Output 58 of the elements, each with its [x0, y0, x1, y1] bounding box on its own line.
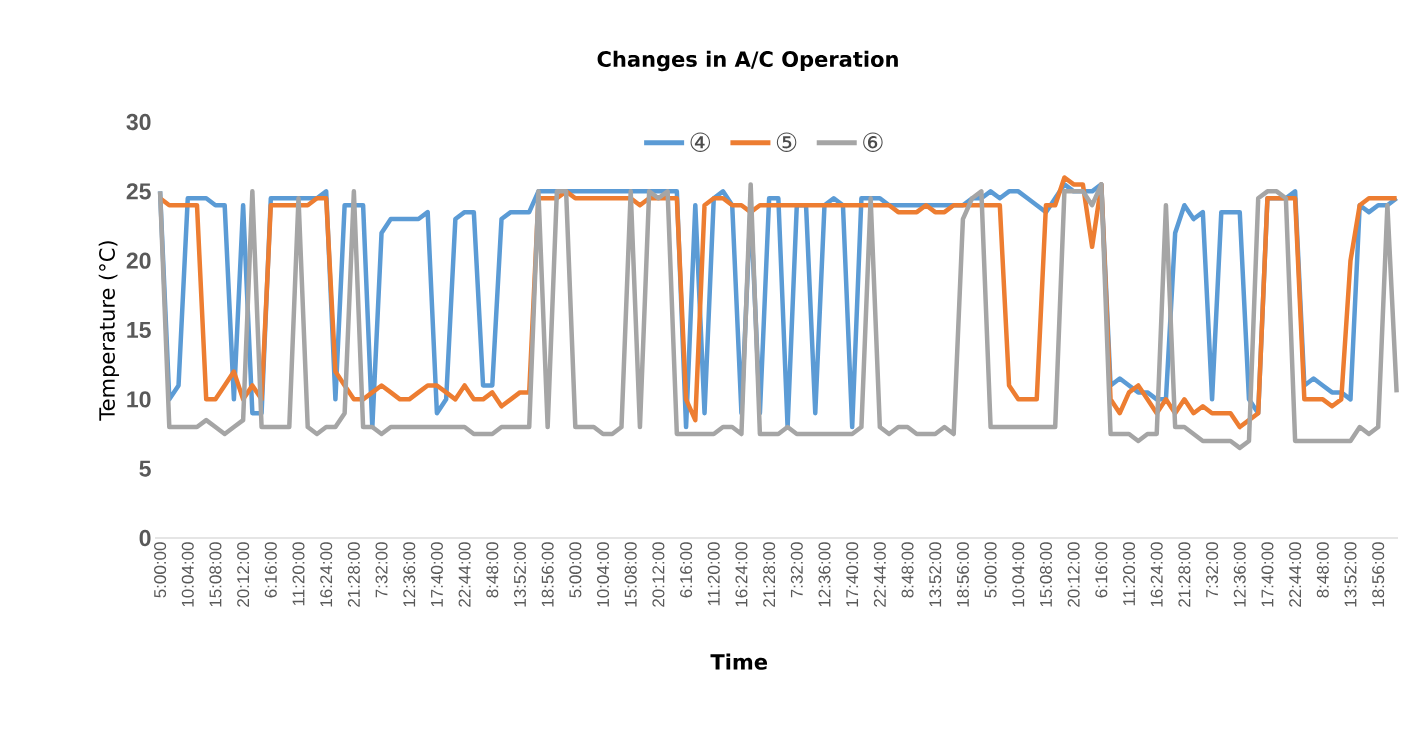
x-tick-label: 11:20:00: [1123, 542, 1136, 606]
y-tick-label: 5: [139, 460, 151, 477]
legend-label: ⑥: [863, 132, 883, 152]
x-tick-label: 17:40:00: [1261, 542, 1274, 607]
x-tick-label: 11:20:00: [292, 542, 305, 606]
x-tick-label: 5:00:00: [569, 542, 582, 598]
x-tick-label: 12:36:00: [818, 542, 831, 607]
x-tick-label: 6:16:00: [1095, 542, 1108, 598]
x-tick-label: 15:08:00: [624, 542, 637, 607]
x-tick-label: 21:28:00: [347, 542, 360, 607]
x-tick-label: 5:00:00: [984, 542, 997, 598]
x-tick-label: 7:32:00: [1206, 542, 1219, 598]
x-tick-label: 10:04:00: [181, 542, 194, 607]
x-tick-label: 20:12:00: [1067, 542, 1080, 607]
x-axis-title: Time: [710, 653, 768, 670]
y-tick-label: 10: [127, 391, 151, 408]
x-tick-label: 6:16:00: [264, 542, 277, 598]
x-tick-label: 7:32:00: [375, 542, 388, 598]
x-tick-label: 18:56:00: [541, 542, 554, 607]
x-tick-label: 22:44:00: [1289, 542, 1302, 607]
y-tick-label: 30: [126, 113, 151, 131]
x-tick-label: 8:48:00: [1316, 542, 1329, 598]
x-tick-label: 17:40:00: [846, 542, 859, 607]
y-tick-label: 0: [139, 529, 151, 547]
x-tick-label: 16:24:00: [1150, 542, 1163, 607]
x-tick-label: 20:12:00: [237, 542, 250, 607]
legend-label: ④: [690, 132, 710, 152]
x-tick-label: 6:16:00: [680, 542, 693, 598]
x-tick-label: 21:28:00: [763, 542, 776, 607]
x-tick-label: 13:52:00: [1344, 542, 1357, 607]
x-tick-label: 8:48:00: [486, 542, 499, 598]
y-axis-title: Temperature (°C): [98, 241, 120, 421]
x-tick-label: 10:04:00: [597, 542, 610, 607]
x-tick-label: 5:00:00: [154, 542, 167, 598]
x-tick-label: 8:48:00: [901, 542, 914, 598]
x-tick-label: 20:12:00: [652, 542, 665, 607]
x-tick-label: 17:40:00: [430, 542, 443, 607]
chart-title: Changes in A/C Operation: [597, 50, 898, 72]
x-tick-label: 10:04:00: [1012, 542, 1025, 607]
y-tick-label: 20: [126, 252, 151, 269]
x-tick-label: 18:56:00: [956, 542, 969, 607]
x-tick-label: 12:36:00: [403, 542, 416, 607]
x-tick-label: 12:36:00: [1233, 542, 1246, 607]
legend-label: ⑤: [776, 132, 797, 152]
x-tick-label: 22:44:00: [458, 542, 471, 607]
y-tick-label: 15: [127, 321, 151, 339]
x-tick-label: 16:24:00: [735, 542, 748, 607]
x-tick-label: 13:52:00: [513, 542, 526, 607]
x-tick-label: 11:20:00: [707, 542, 720, 606]
x-tick-label: 22:44:00: [873, 542, 886, 607]
x-tick-label: 21:28:00: [1178, 542, 1191, 607]
x-tick-label: 7:32:00: [790, 542, 803, 598]
y-tick-label: 25: [126, 183, 151, 200]
x-tick-label: 15:08:00: [1039, 542, 1052, 607]
x-tick-label: 16:24:00: [320, 542, 333, 607]
x-tick-label: 13:52:00: [929, 542, 942, 607]
x-tick-label: 15:08:00: [209, 542, 222, 607]
x-tick-label: 18:56:00: [1372, 542, 1385, 607]
